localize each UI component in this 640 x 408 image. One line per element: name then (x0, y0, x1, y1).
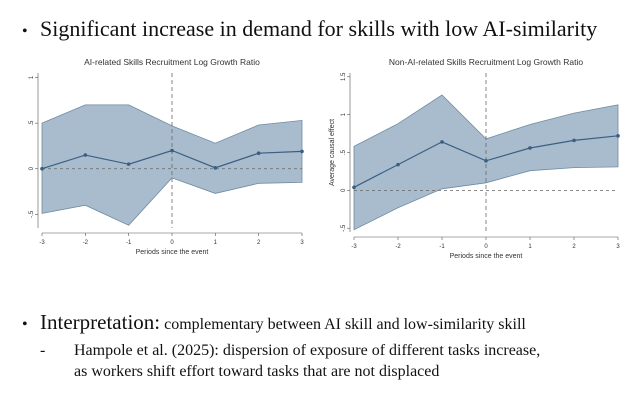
effect-point (126, 162, 131, 166)
effect-point (213, 166, 218, 170)
headline: • Significant increase in demand for ski… (22, 16, 597, 42)
headline-text: Significant increase in demand for skill… (40, 16, 598, 41)
bullet-icon: • (22, 23, 28, 40)
y-tick-label: .5 (341, 149, 347, 155)
bullet-icon: • (22, 316, 28, 333)
chart-non-ai-related-svg: Non-AI-related Skills Recruitment Log Gr… (329, 57, 620, 260)
dash-icon: - (40, 342, 46, 359)
x-tick-label: 0 (484, 244, 488, 250)
subpoint-line-1: Hampole et al. (2025): dispersion of exp… (74, 342, 541, 359)
x-tick-label: 3 (616, 244, 620, 250)
x-axis-label: Periods since the event (136, 249, 209, 256)
chart-title: AI-related Skills Recruitment Log Growth… (84, 57, 260, 67)
x-axis-label: Periods since the event (450, 253, 523, 260)
interpretation-label: Interpretation: (40, 310, 161, 334)
y-tick-label: 1 (29, 75, 35, 79)
effect-point (484, 159, 488, 163)
x-tick-label: -1 (126, 240, 132, 246)
x-tick-label: 2 (572, 244, 576, 250)
x-tick-label: 3 (300, 240, 304, 246)
y-tick-label: 1.5 (341, 72, 347, 81)
effect-point (572, 138, 576, 143)
effect-point (300, 149, 304, 154)
x-tick-label: 1 (528, 244, 532, 250)
effect-point (83, 153, 88, 157)
y-tick-label: 1 (341, 112, 347, 116)
interpretation-subpoint: - Hampole et al. (2025): dispersion of e… (40, 340, 540, 382)
interpretation-bullet: • Interpretation: complementary between … (22, 310, 526, 335)
x-tick-label: -2 (395, 244, 401, 250)
effect-point (40, 166, 44, 171)
chart-non-ai-related: Non-AI-related Skills Recruitment Log Gr… (322, 52, 640, 266)
x-tick-label: 0 (170, 240, 174, 246)
effect-point (396, 162, 400, 167)
y-tick-label: 0 (341, 188, 347, 192)
x-tick-label: -3 (351, 244, 357, 250)
x-tick-label: 1 (214, 240, 218, 246)
y-tick-label: -.5 (29, 210, 35, 218)
x-tick-label: -2 (83, 240, 89, 246)
y-axis-label: Average causal effect (329, 119, 336, 186)
x-tick-label: 2 (257, 240, 261, 246)
chart-title: Non-AI-related Skills Recruitment Log Gr… (389, 57, 583, 67)
y-tick-label: -.5 (341, 224, 347, 232)
effect-point (440, 140, 444, 144)
subpoint-line-2: as workers shift effort toward tasks tha… (74, 363, 440, 380)
chart-ai-related-svg: AI-related Skills Recruitment Log Growth… (29, 57, 304, 256)
chart-ai-related: AI-related Skills Recruitment Log Growth… (0, 52, 320, 262)
y-tick-label: 0 (29, 166, 35, 170)
effect-point (528, 146, 532, 150)
effect-point (170, 148, 174, 153)
y-tick-label: .5 (29, 120, 35, 126)
x-tick-label: -3 (39, 240, 45, 246)
effect-point (352, 185, 356, 190)
interpretation-text: complementary between AI skill and low-s… (160, 316, 526, 333)
x-tick-label: -1 (439, 244, 445, 250)
effect-point (256, 151, 261, 156)
effect-point (616, 134, 620, 138)
